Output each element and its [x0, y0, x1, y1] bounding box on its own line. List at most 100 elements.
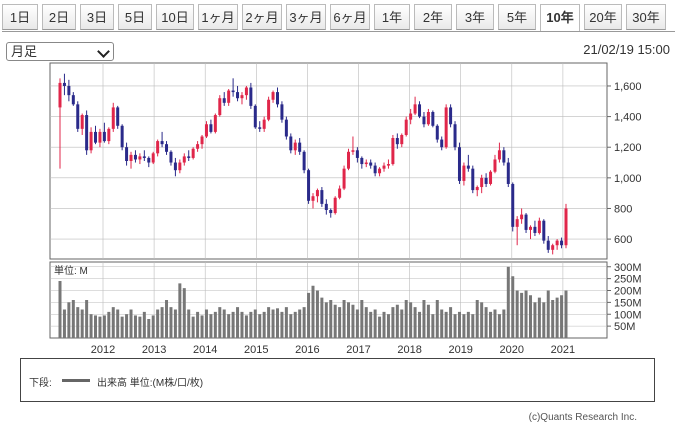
volume-bar — [457, 311, 461, 338]
tab-11[interactable]: 3年 — [456, 4, 494, 30]
candle-body — [222, 98, 226, 103]
volume-bar — [196, 311, 200, 338]
volume-bar — [493, 309, 497, 338]
tab-13[interactable]: 10年 — [540, 4, 580, 32]
candle-body — [506, 162, 510, 184]
volume-bar — [453, 314, 457, 338]
candle-body — [355, 150, 359, 158]
price-tick-label: 800 — [614, 203, 632, 215]
volume-bar — [133, 315, 137, 338]
candle-body — [258, 127, 262, 129]
volume-unit-label: 単位: M — [54, 264, 88, 277]
timestamp: 21/02/19 15:00 — [583, 42, 670, 57]
candle-body — [315, 190, 319, 197]
volume-bar — [528, 295, 532, 338]
volume-bar — [302, 307, 306, 338]
candle-body — [227, 90, 231, 103]
price-tick-label: 1,600 — [614, 81, 642, 93]
volume-bar — [116, 309, 120, 338]
tab-14[interactable]: 20年 — [584, 4, 622, 30]
tab-5[interactable]: 1ヶ月 — [198, 4, 238, 30]
candle-body — [182, 156, 186, 163]
volume-bar — [560, 295, 564, 338]
volume-bar — [138, 316, 142, 338]
volume-bar — [129, 309, 133, 338]
volume-bar — [524, 290, 528, 338]
candle-body — [244, 87, 248, 96]
volume-bar — [107, 311, 111, 338]
volume-tick-label: 50M — [614, 321, 635, 333]
candle-body — [231, 90, 235, 93]
candle-body — [511, 183, 515, 227]
candle-body — [204, 124, 208, 137]
volume-bar — [258, 314, 262, 338]
candle-body — [298, 142, 302, 152]
tab-0[interactable]: 1日 — [2, 4, 38, 30]
volume-bar — [551, 300, 555, 338]
candle-body — [129, 154, 133, 161]
period-select[interactable]: 月足 — [6, 42, 114, 61]
volume-bar — [236, 307, 240, 338]
volume-bar — [227, 314, 231, 338]
candle-body — [347, 151, 351, 169]
volume-bar — [125, 314, 129, 338]
candle-body — [133, 154, 137, 160]
volume-bar — [360, 300, 364, 338]
candle-body — [165, 144, 169, 152]
tab-4[interactable]: 10日 — [156, 4, 194, 30]
tab-7[interactable]: 3ヶ月 — [286, 4, 326, 30]
candle-body — [382, 165, 386, 169]
volume-bar — [209, 314, 213, 338]
candle-body — [449, 107, 453, 125]
volume-bar — [400, 309, 404, 338]
volume-bar — [555, 297, 559, 338]
candle-body — [102, 131, 106, 142]
price-panel-frame — [49, 62, 608, 260]
volume-bar — [307, 292, 311, 338]
tab-12[interactable]: 5年 — [498, 4, 536, 30]
candle-body — [267, 99, 271, 120]
candle-body — [307, 170, 311, 201]
volume-bar — [102, 315, 106, 338]
volume-panel-frame — [49, 261, 608, 339]
candle-body — [457, 147, 461, 181]
volume-bar — [431, 314, 435, 338]
candle-body — [280, 104, 284, 120]
volume-bar — [422, 300, 426, 338]
candle-body — [493, 159, 497, 172]
tab-9[interactable]: 1年 — [374, 4, 410, 30]
candle-body — [89, 131, 93, 151]
volume-bar — [471, 314, 475, 338]
x-tick-label: 2021 — [551, 344, 575, 356]
candle-body — [497, 150, 501, 160]
tab-15[interactable]: 30年 — [626, 4, 666, 30]
tab-6[interactable]: 2ヶ月 — [242, 4, 282, 30]
candle-body — [546, 240, 550, 250]
volume-bar — [426, 304, 430, 338]
candle-body — [329, 210, 333, 214]
volume-bar — [320, 297, 324, 338]
tab-2[interactable]: 3日 — [80, 4, 114, 30]
candle-body — [395, 138, 399, 145]
volume-bar — [289, 314, 293, 338]
candle-body — [116, 107, 120, 126]
tab-3[interactable]: 5日 — [118, 4, 152, 30]
legend-text: 出来高 単位:(M株/口/枚) — [97, 378, 204, 389]
candle-body — [302, 151, 306, 171]
volume-bar — [187, 309, 191, 338]
volume-tick-label: 150M — [614, 297, 642, 309]
candle-body — [76, 104, 80, 129]
volume-bar — [76, 307, 80, 338]
volume-bar — [404, 300, 408, 338]
volume-bar — [440, 309, 444, 338]
candle-body — [262, 119, 266, 129]
volume-bar — [351, 304, 355, 338]
candle-body — [520, 214, 524, 220]
candle-body — [236, 92, 240, 99]
candle-body — [564, 208, 568, 246]
tab-1[interactable]: 2日 — [42, 4, 76, 30]
tab-10[interactable]: 2年 — [414, 4, 452, 30]
candle-body — [480, 177, 484, 188]
candle-body — [360, 157, 364, 165]
tab-8[interactable]: 6ヶ月 — [330, 4, 370, 30]
